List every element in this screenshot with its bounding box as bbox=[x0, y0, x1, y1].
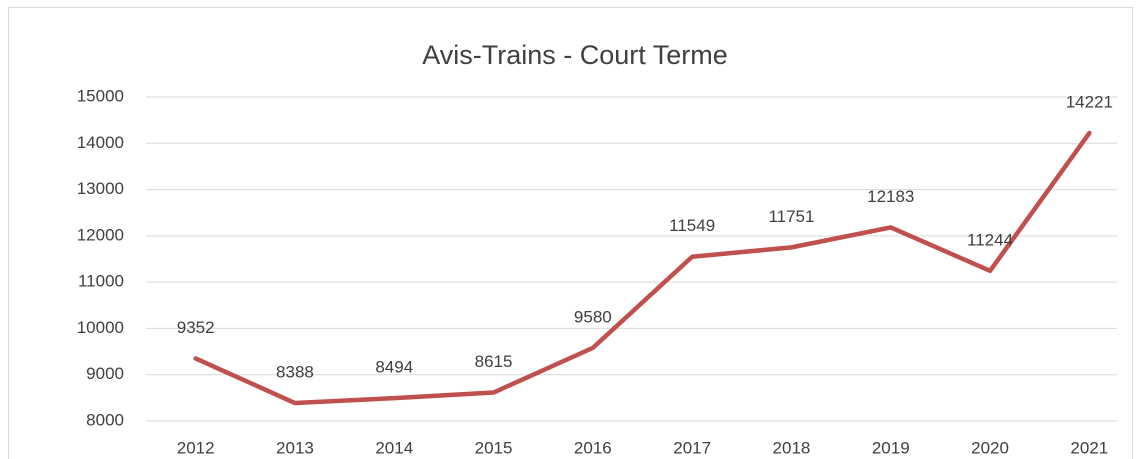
x-tick-label: 2012 bbox=[177, 438, 215, 457]
data-label: 11549 bbox=[669, 216, 715, 235]
y-tick-label: 13000 bbox=[77, 179, 124, 198]
y-tick-label: 11000 bbox=[78, 272, 124, 291]
y-tick-label: 14000 bbox=[77, 133, 124, 152]
chart-title: Avis-Trains - Court Terme bbox=[422, 40, 728, 70]
x-tick-label: 2013 bbox=[276, 438, 314, 457]
x-tick-label: 2018 bbox=[773, 438, 811, 457]
y-tick-label: 9000 bbox=[86, 364, 124, 383]
y-tick-label: 15000 bbox=[77, 86, 124, 105]
data-label: 8494 bbox=[375, 358, 413, 377]
data-label: 9352 bbox=[177, 318, 215, 337]
x-tick-label: 2019 bbox=[872, 438, 910, 457]
x-tick-label: 2021 bbox=[1070, 438, 1108, 457]
x-tick-label: 2017 bbox=[673, 438, 711, 457]
x-tick-label: 2020 bbox=[971, 438, 1009, 457]
x-tick-label: 2016 bbox=[574, 438, 612, 457]
data-label: 12183 bbox=[867, 187, 914, 206]
y-tick-label: 10000 bbox=[77, 318, 124, 337]
data-label: 11751 bbox=[768, 207, 814, 226]
data-label: 9580 bbox=[574, 307, 612, 326]
data-label: 11244 bbox=[967, 230, 1013, 249]
data-label: 8388 bbox=[276, 363, 314, 382]
chart-border bbox=[8, 7, 1133, 459]
line-series bbox=[193, 130, 1092, 406]
data-label: 8615 bbox=[475, 352, 513, 371]
y-tick-label: 8000 bbox=[86, 410, 124, 429]
y-tick-label: 12000 bbox=[77, 225, 124, 244]
x-tick-label: 2014 bbox=[375, 438, 413, 457]
data-label: 14221 bbox=[1066, 93, 1113, 112]
x-tick-label: 2015 bbox=[475, 438, 513, 457]
